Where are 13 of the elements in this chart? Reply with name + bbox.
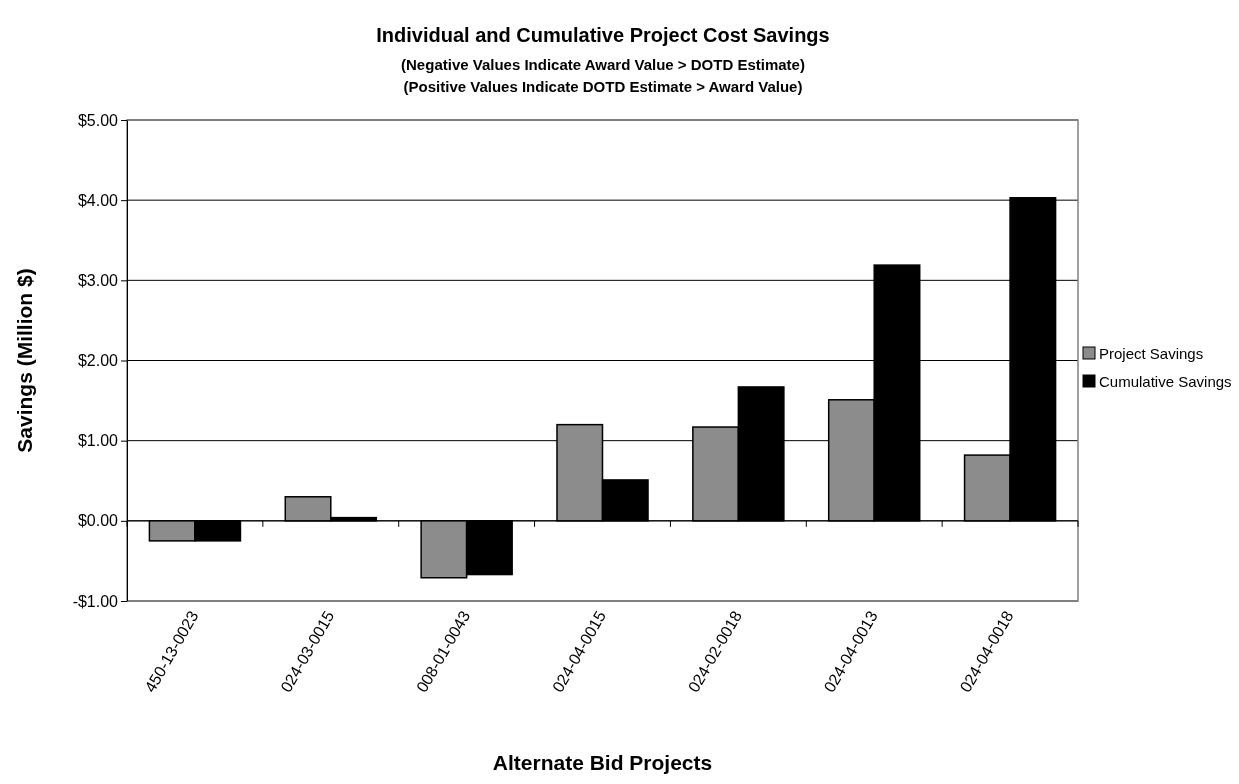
- chart-subtitle: (Negative Values Indicate Award Value > DOTD Estimate) (Positive Values Indicate DOTD Estimate > Award Value): [401, 56, 805, 95]
- y-tick-label: $1.00: [77, 432, 119, 450]
- legend-label: Project Savings: [1099, 345, 1204, 362]
- y-tick-label: $2.00: [77, 352, 119, 370]
- y-tick-label: $0.00: [77, 512, 119, 530]
- y-axis-title: Savings (Million $): [13, 268, 36, 453]
- y-tick-label: -$1.00: [72, 592, 119, 610]
- y-tick-label: $3.00: [77, 271, 119, 289]
- legend-label: Cumulative Savings: [1099, 373, 1232, 390]
- y-tick-label: $4.00: [77, 191, 119, 209]
- y-tick-label: $5.00: [77, 111, 119, 129]
- x-axis-title: Alternate Bid Projects: [492, 751, 713, 774]
- chart-title: Individual and Cumulative Project Cost Savings: [376, 24, 830, 46]
